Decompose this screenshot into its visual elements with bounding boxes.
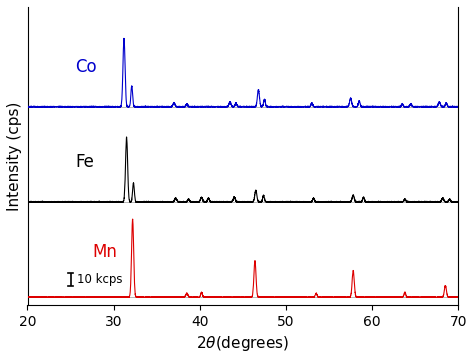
X-axis label: $2\theta$(degrees): $2\theta$(degrees) (196, 334, 290, 353)
Text: 10 kcps: 10 kcps (77, 273, 122, 286)
Text: Fe: Fe (75, 153, 94, 171)
Y-axis label: Intensity (cps): Intensity (cps) (7, 101, 22, 211)
Text: Mn: Mn (92, 243, 117, 261)
Text: Co: Co (75, 58, 97, 76)
